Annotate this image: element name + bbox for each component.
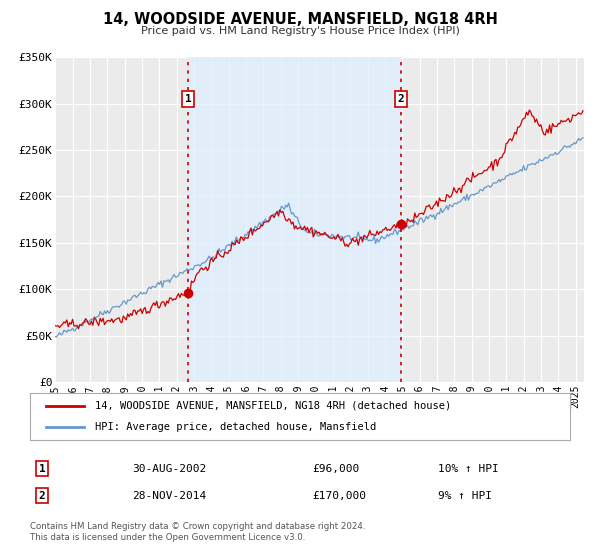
Text: Price paid vs. HM Land Registry's House Price Index (HPI): Price paid vs. HM Land Registry's House … xyxy=(140,26,460,36)
Text: £170,000: £170,000 xyxy=(312,491,366,501)
Text: 9% ↑ HPI: 9% ↑ HPI xyxy=(438,491,492,501)
Text: HPI: Average price, detached house, Mansfield: HPI: Average price, detached house, Mans… xyxy=(95,422,376,432)
Text: 14, WOODSIDE AVENUE, MANSFIELD, NG18 4RH (detached house): 14, WOODSIDE AVENUE, MANSFIELD, NG18 4RH… xyxy=(95,400,451,410)
Text: £96,000: £96,000 xyxy=(312,464,359,474)
Text: 2: 2 xyxy=(38,491,46,501)
Text: 10% ↑ HPI: 10% ↑ HPI xyxy=(438,464,499,474)
Text: 14, WOODSIDE AVENUE, MANSFIELD, NG18 4RH: 14, WOODSIDE AVENUE, MANSFIELD, NG18 4RH xyxy=(103,12,497,27)
Bar xyxy=(188,57,401,382)
Text: 1: 1 xyxy=(185,94,191,104)
Text: This data is licensed under the Open Government Licence v3.0.: This data is licensed under the Open Gov… xyxy=(30,533,305,542)
Text: 30-AUG-2002: 30-AUG-2002 xyxy=(132,464,206,474)
Text: 1: 1 xyxy=(38,464,46,474)
Text: 28-NOV-2014: 28-NOV-2014 xyxy=(132,491,206,501)
Text: 2: 2 xyxy=(397,94,404,104)
Text: Contains HM Land Registry data © Crown copyright and database right 2024.: Contains HM Land Registry data © Crown c… xyxy=(30,522,365,531)
